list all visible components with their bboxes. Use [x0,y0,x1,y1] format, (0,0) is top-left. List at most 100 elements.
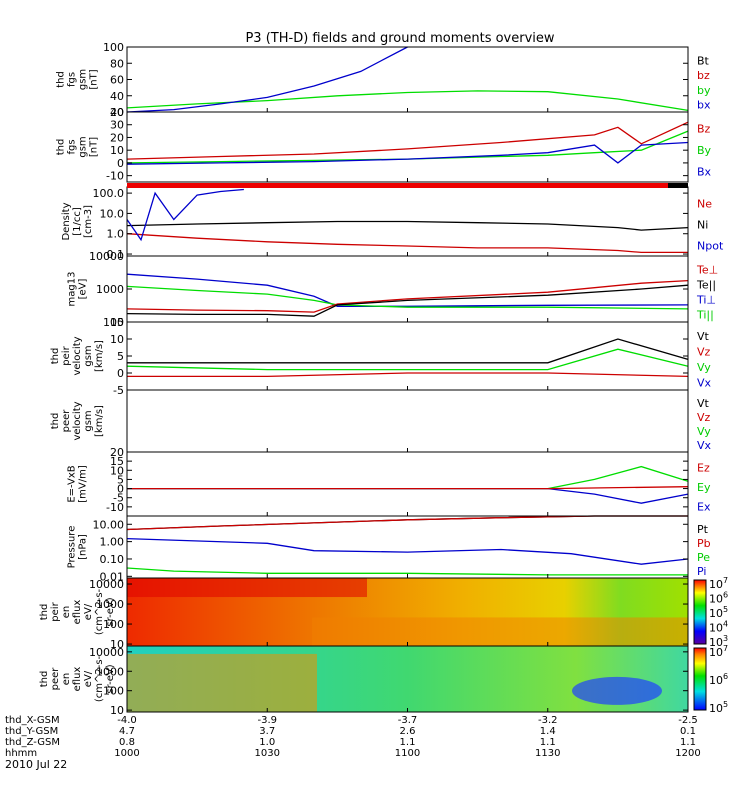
y-tick-label: 20 [110,106,124,119]
colorbar [693,579,707,645]
y-tick-label: 10.0 [100,207,125,220]
y-tick-label: 0.1 [107,248,125,261]
legend-entry: By [697,144,712,157]
y-axis-label: Density[1/cc][cm-3] [61,202,94,240]
panel-density: 0.1 1.0 10.0 100.0 Density[1/cc][cm-3] Ne Ni Np… [61,186,724,261]
spectrogram-low-flux-patch [572,676,662,705]
legend-entry: Ex [697,500,711,513]
spectrogram-low-energy-band [312,617,688,646]
colorbar-tick-label: 106 [709,672,728,687]
series-line [126,537,689,565]
legend-entry: Bz [697,123,711,136]
legend-entry: Vt [697,330,710,343]
series-line [126,285,689,310]
y-tick-label: -10 [106,170,124,183]
y-tick-label: -5 [113,384,124,397]
y-tick-label: 15 [110,316,124,329]
y-axis-label: thdpeirvelocitygsm[km/s] [50,336,105,375]
legend-entry: Ni [697,219,708,232]
x-row-value: -4.0 [117,715,137,726]
panel-frame [126,255,689,323]
y-tick-label: 10.00 [93,518,125,531]
y-tick-label: 10 [110,638,124,651]
y-tick-label: 5 [117,350,124,363]
legend-entry: Vx [697,439,712,452]
colorbar-tick-label: 104 [709,620,728,635]
y-tick-label: 1000 [96,598,124,611]
y-tick-label: 60 [110,74,124,87]
series-line [127,372,689,378]
x-row-value: 4.7 [119,726,135,737]
series-line [126,348,689,371]
x-row-label: thd_Z-GSM [5,737,60,748]
y-axis-label: Pressure[nPa] [67,526,89,569]
panel-peer_spec: 105 106 107 10 100 1000 10000thdpeerenefluxeV/… [39,644,728,717]
x-row-value: 1130 [535,748,560,759]
x-row-label: thd_X-GSM [5,715,60,726]
y-tick-label: 40 [110,106,124,119]
x-row-value: -3.9 [257,715,277,726]
x-row-value: 2.6 [400,726,416,737]
legend-entry: Vz [697,411,711,424]
legend-entry: Pt [697,523,709,536]
panel-peir_spec: 10310410510610710100100010000thdpeirenef… [39,576,728,651]
series-line [127,487,689,504]
y-axis-label: E=-VxB[mV/m] [67,465,89,503]
series-line [126,273,689,307]
series-line [126,233,688,254]
series-line [126,130,689,164]
y-tick-label: 10000 [89,646,124,659]
x-row-value: 1.1 [680,737,696,748]
legend-entry: Te⊥ [696,264,718,277]
legend-entry: Ey [697,481,711,494]
legend-entry: Pb [697,537,711,550]
panel-frame [126,46,689,113]
y-tick-label: 15 [110,455,124,468]
y-tick-label: 1000 [96,283,124,296]
panel-frame [126,515,689,579]
y-tick-label: 100.0 [93,187,125,200]
series-line [126,188,244,242]
y-axis-label: thdpeirenefluxeV/(cm^2-s-sr-eV) [39,588,116,635]
series-line [126,515,688,531]
y-tick-label: 5 [117,473,124,486]
series-line [127,486,689,490]
y-tick-label: 10 [110,464,124,477]
legend-entry: Bx [697,165,712,178]
series-line [126,220,689,231]
panel-frame [126,321,689,391]
y-tick-label: 1.00 [100,536,125,549]
legend-entry: Vx [697,376,712,389]
legend-entry: Ti⊥ [696,294,716,307]
legend-entry: Pe [697,551,710,564]
y-tick-label: 0 [117,483,124,496]
y-axis-label: mag13[eV] [67,272,89,307]
y-tick-label: -10 [106,501,124,514]
colorbar-tick-label: 107 [709,644,728,659]
y-tick-label: 20 [110,446,124,459]
y-tick-label: 10000 [89,578,124,591]
y-tick-label: 100 [103,618,124,631]
series-line [127,338,689,364]
legend-entry: Vz [697,345,711,358]
y-tick-label: -5 [113,492,124,505]
y-tick-label: 10000 [89,250,124,263]
y-axis-label: thdpeerenefluxeV/(cm^2-s-sr-eV) [39,655,116,702]
series-line [126,284,689,317]
y-tick-label: 100 [103,316,124,329]
status-bar [127,183,688,188]
legend-entry: Te|| [696,279,716,292]
y-tick-label: 0.01 [100,570,125,583]
x-row-value: 1030 [255,748,280,759]
legend-entry: by [697,84,711,97]
x-row-label: hhmm [5,748,37,759]
panel-frame [126,451,689,517]
y-tick-label: 20 [110,131,124,144]
series-line [126,279,689,313]
x-row-value: -3.7 [398,715,418,726]
